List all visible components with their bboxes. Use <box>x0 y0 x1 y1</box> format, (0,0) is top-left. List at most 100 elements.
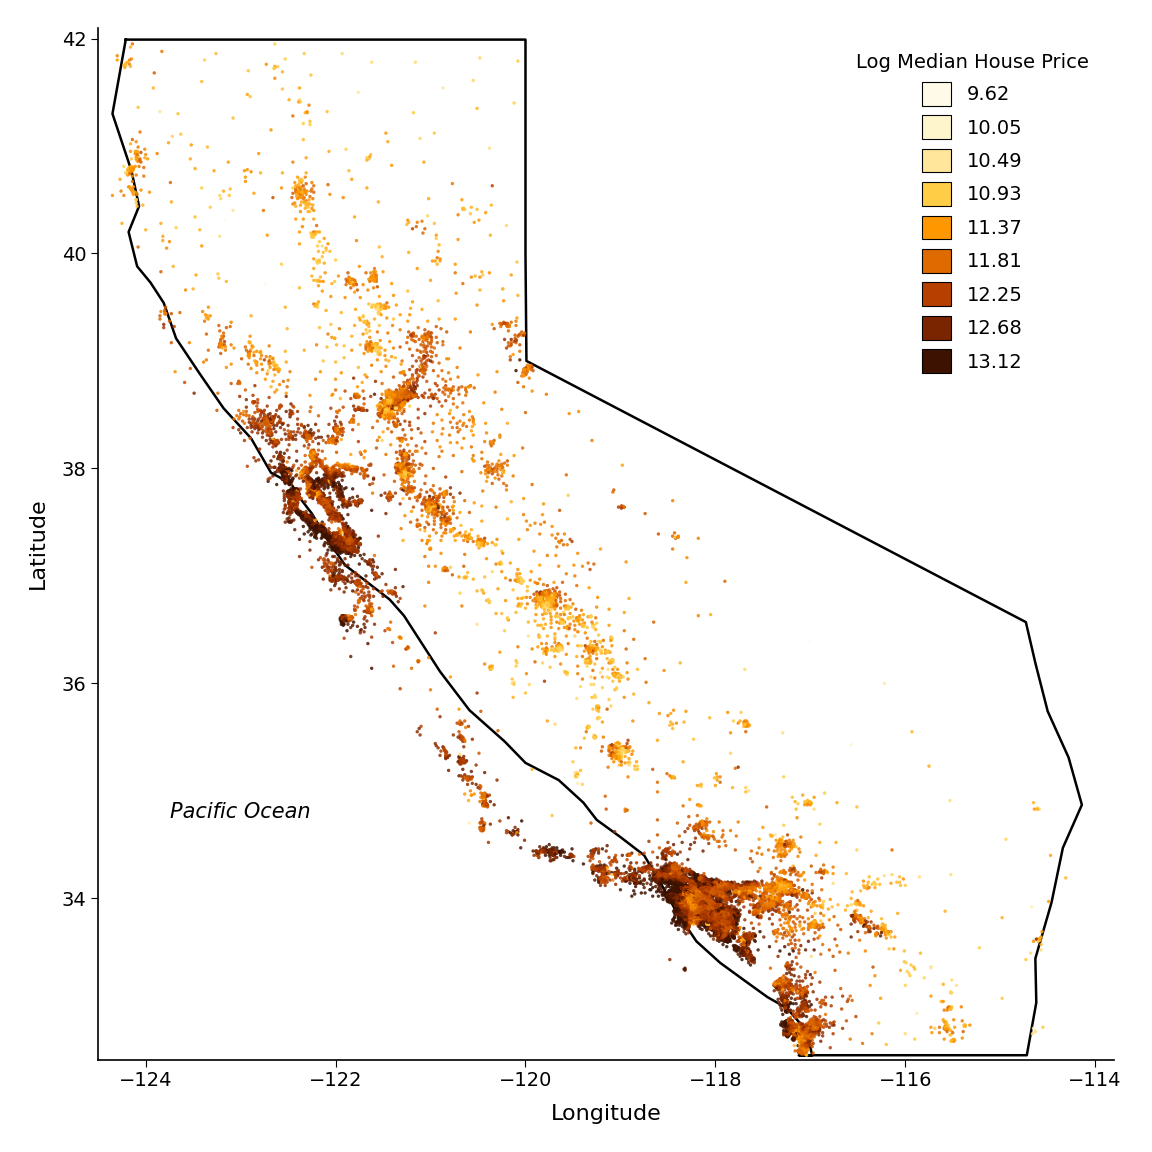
Point <box>712 885 730 903</box>
Point <box>327 540 346 559</box>
Point <box>212 336 230 355</box>
Point <box>801 1018 819 1037</box>
Point <box>364 588 382 606</box>
Point <box>461 528 479 546</box>
Point <box>374 423 393 441</box>
Point <box>736 946 755 964</box>
Point <box>343 271 362 289</box>
Point <box>667 873 685 892</box>
Point <box>692 878 711 896</box>
Point <box>691 893 710 911</box>
Point <box>323 570 341 589</box>
Point <box>764 877 782 895</box>
Point <box>631 874 650 893</box>
Point <box>699 893 718 911</box>
Point <box>384 396 402 415</box>
Point <box>774 871 793 889</box>
Point <box>286 499 304 517</box>
Point <box>670 882 689 901</box>
Point <box>699 892 718 910</box>
Point <box>280 460 298 478</box>
Point <box>687 881 705 900</box>
Point <box>300 475 318 493</box>
Point <box>612 864 630 882</box>
Point <box>377 400 395 418</box>
Point <box>710 813 728 832</box>
Point <box>727 827 745 846</box>
Point <box>673 892 691 910</box>
Point <box>533 843 552 862</box>
Point <box>741 879 759 897</box>
Point <box>774 873 793 892</box>
Point <box>681 881 699 900</box>
Point <box>331 537 349 555</box>
Point <box>335 520 354 538</box>
Point <box>697 907 715 925</box>
Point <box>400 468 418 486</box>
Point <box>679 881 697 900</box>
Point <box>688 887 706 905</box>
Point <box>295 507 313 525</box>
Point <box>369 334 387 353</box>
Point <box>672 880 690 899</box>
Point <box>310 485 328 503</box>
Point <box>259 410 278 429</box>
Point <box>376 402 394 420</box>
Point <box>804 895 823 914</box>
Point <box>877 926 895 945</box>
Point <box>323 432 341 450</box>
Point <box>672 884 690 902</box>
Point <box>692 894 711 912</box>
Point <box>721 911 740 930</box>
Point <box>695 886 713 904</box>
Point <box>681 881 699 900</box>
Point <box>704 896 722 915</box>
Point <box>420 498 439 516</box>
Point <box>654 859 673 878</box>
Point <box>395 446 414 464</box>
Point <box>340 270 358 288</box>
Point <box>374 394 393 412</box>
Point <box>454 416 472 434</box>
Point <box>675 908 694 926</box>
Point <box>776 1002 795 1021</box>
Point <box>319 492 338 510</box>
Point <box>673 880 691 899</box>
Point <box>543 637 561 655</box>
Point <box>778 1018 796 1037</box>
Point <box>796 887 814 905</box>
Point <box>590 861 608 879</box>
Point <box>347 387 365 406</box>
Point <box>733 882 751 901</box>
Point <box>287 485 305 503</box>
Point <box>682 874 700 893</box>
Point <box>695 874 713 893</box>
Point <box>323 509 341 528</box>
Point <box>688 878 706 896</box>
Point <box>799 1033 818 1052</box>
Point <box>280 483 298 501</box>
Point <box>676 878 695 896</box>
Point <box>335 535 354 553</box>
Point <box>539 585 558 604</box>
Point <box>672 878 690 896</box>
Point <box>676 872 695 890</box>
Point <box>290 503 309 522</box>
Point <box>680 880 698 899</box>
Point <box>347 493 365 511</box>
Point <box>797 1026 816 1045</box>
Point <box>680 908 698 926</box>
Point <box>778 1025 796 1044</box>
Point <box>541 589 560 607</box>
Point <box>487 605 506 623</box>
Point <box>679 884 697 902</box>
Point <box>699 897 718 916</box>
Point <box>320 491 339 509</box>
Point <box>680 889 698 908</box>
Point <box>288 491 306 509</box>
Point <box>789 1026 808 1045</box>
Point <box>395 388 414 407</box>
Point <box>295 505 313 523</box>
Point <box>766 894 785 912</box>
Point <box>666 894 684 912</box>
